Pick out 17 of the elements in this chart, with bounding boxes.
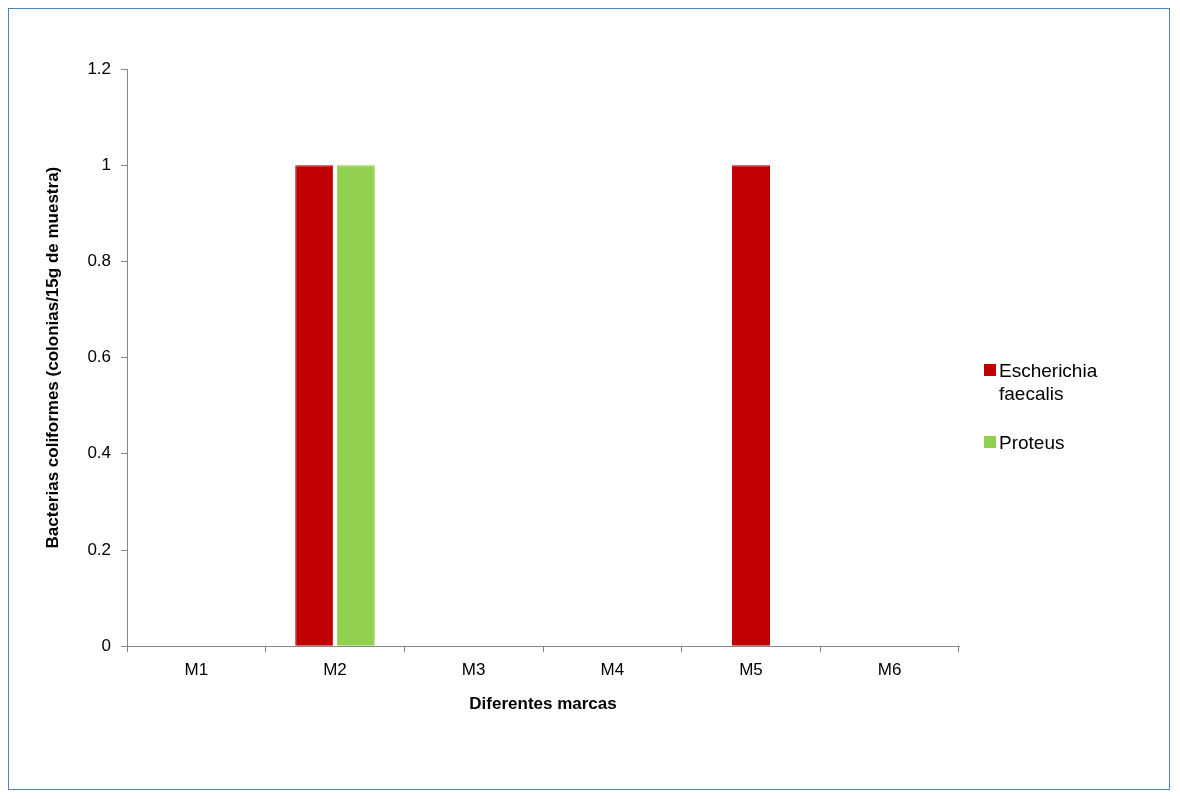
x-tick-label: M2 [323, 660, 347, 680]
legend-label: Escherichia faecalis [999, 359, 1099, 405]
y-axis-title: Bacterias coliformes (colonias/15g de muestra) [42, 166, 62, 549]
x-tick-label: M1 [184, 660, 209, 680]
x-tick-label: M3 [461, 660, 486, 680]
y-tick-label: 0 [101, 635, 112, 655]
y-tick-label: 0.4 [87, 443, 112, 463]
x-tick-label: M6 [877, 660, 902, 680]
y-tick-label: 0.6 [87, 347, 112, 367]
x-tick-label: M5 [739, 660, 763, 680]
legend-label: Proteus [999, 431, 1065, 454]
y-tick-label: 1 [101, 154, 112, 174]
y-tick-label: 0.8 [87, 251, 112, 271]
y-tick-label: 0.2 [87, 539, 112, 559]
y-tick-label: 1.2 [87, 58, 112, 78]
x-axis-title: Diferentes marcas [469, 694, 617, 714]
x-tick-label: M4 [600, 660, 625, 680]
